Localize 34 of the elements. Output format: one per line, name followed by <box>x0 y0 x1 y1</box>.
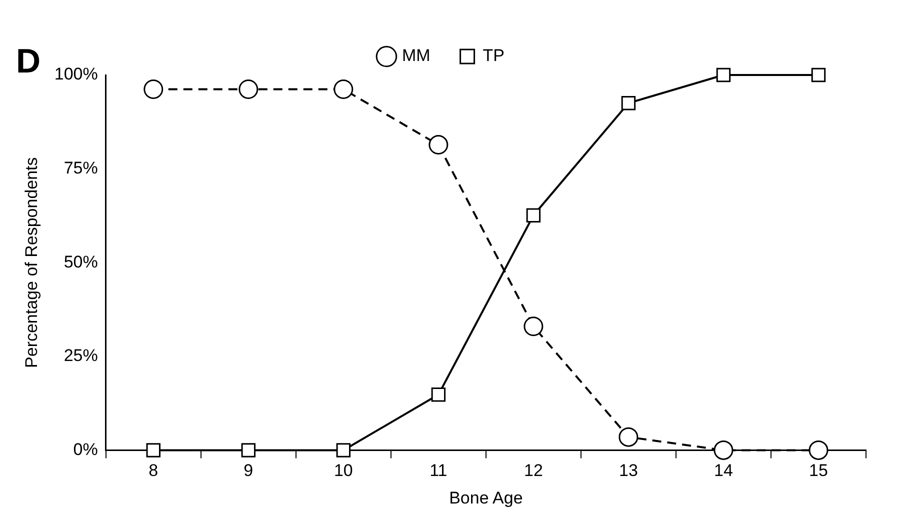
legend-label: MM <box>402 46 430 66</box>
text: D <box>16 42 41 80</box>
x-tick-label: 10 <box>334 461 353 480</box>
point <box>336 443 351 458</box>
y-tick-label: 100% <box>54 64 98 84</box>
x-tick-label: 9 <box>244 461 254 480</box>
y-tick-label: 0% <box>73 440 98 459</box>
point <box>524 316 544 336</box>
x-tick-label: 14 <box>714 461 733 480</box>
point <box>144 80 164 100</box>
x-tick-label: 8 <box>148 461 158 480</box>
point <box>811 68 826 82</box>
y-axis-title: Percentage of Respondents <box>22 157 41 368</box>
point <box>621 96 636 110</box>
point <box>334 80 354 100</box>
point <box>808 440 828 460</box>
point <box>238 80 258 100</box>
x-axis-title: Bone Age <box>449 488 523 508</box>
point <box>618 427 638 447</box>
point <box>526 208 541 222</box>
x-tick-label: 12 <box>524 461 543 480</box>
point <box>241 443 256 458</box>
y-tick-label: 50% <box>64 252 98 272</box>
y-tick-label: 75% <box>64 158 98 178</box>
x-tick-label: 15 <box>809 461 828 480</box>
x-tick-label: 11 <box>430 461 448 480</box>
point <box>146 443 160 458</box>
point <box>714 440 734 460</box>
point <box>716 68 731 82</box>
legend-label: TP <box>482 46 505 66</box>
x-tick-label: 13 <box>619 461 638 480</box>
point <box>428 135 448 155</box>
y-tick-label: 25% <box>64 346 98 366</box>
point <box>431 388 446 402</box>
